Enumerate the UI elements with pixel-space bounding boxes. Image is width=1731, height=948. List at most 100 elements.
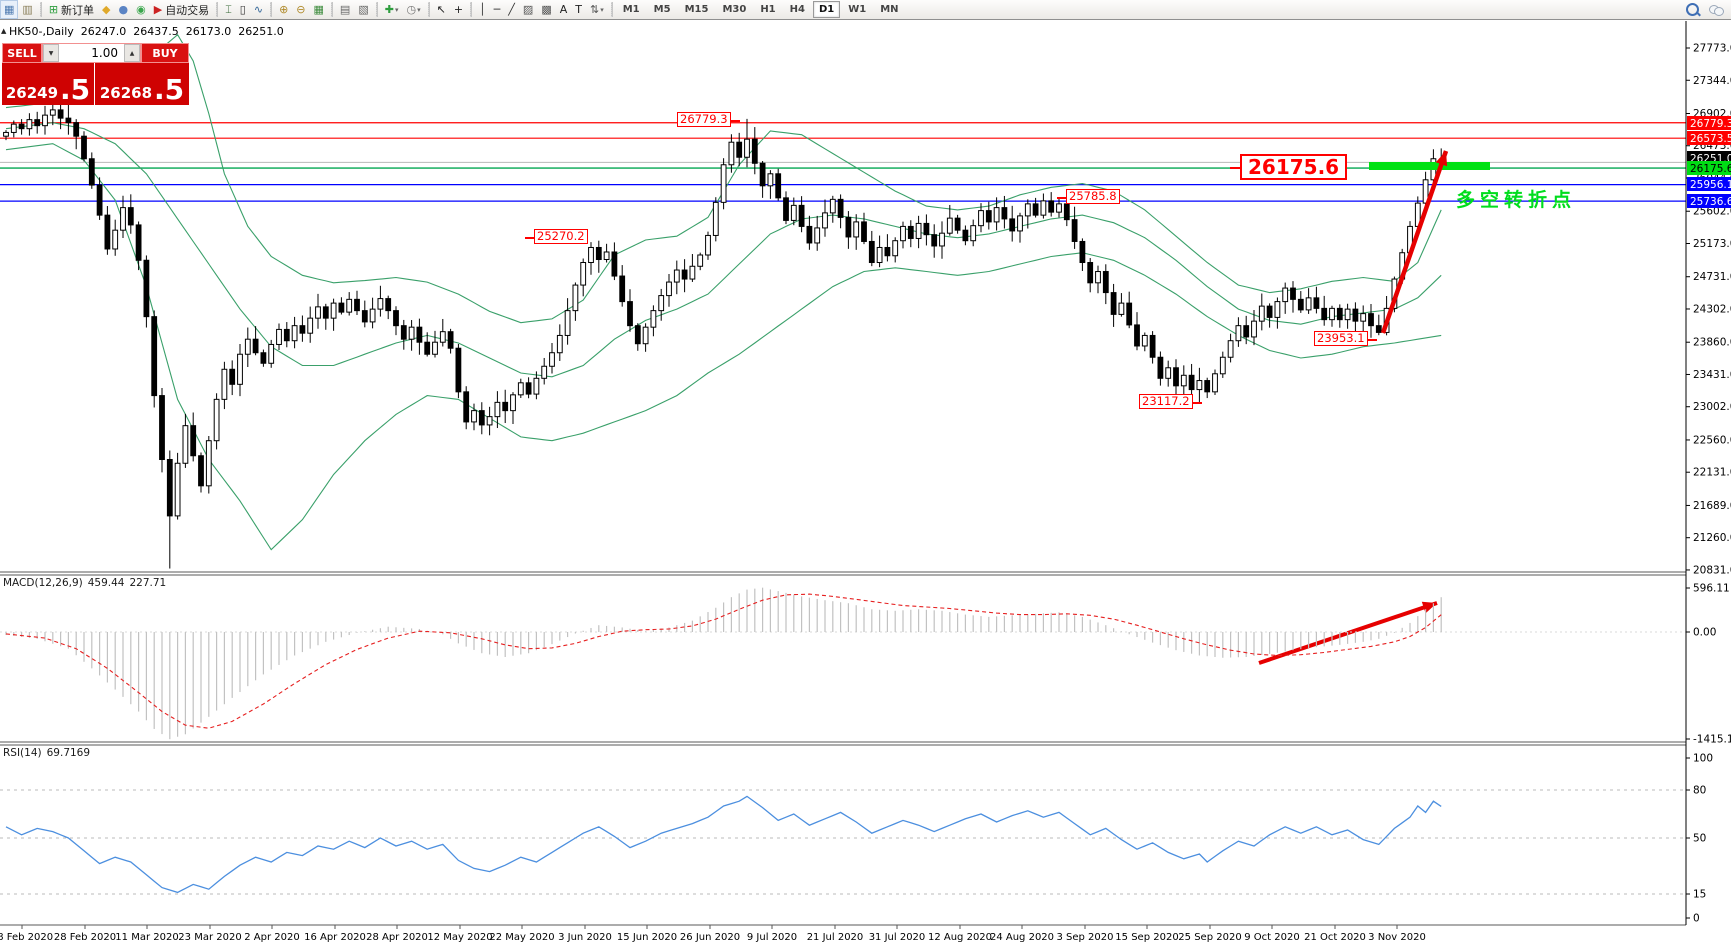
trend-arrow-main[interactable] [1380,150,1449,334]
arrow-head [1435,151,1448,167]
price-callout-label[interactable]: 23117.2 [1139,394,1202,409]
ohlc-close: 26251.0 [238,25,284,38]
line-chart-icon: ∿ [253,3,264,16]
price-callout-label[interactable]: 25785.8 [1057,189,1120,204]
rsi-tick-label: 80 [1693,785,1706,797]
candle-up [767,173,774,187]
timeframe-mn-button[interactable]: MN [880,4,899,15]
autotrade-button[interactable]: ▶ 自动交易 [150,0,213,19]
sticker-button[interactable]: ◆ [98,0,114,19]
trendline-button[interactable]: ╱ [504,0,519,19]
hline-button[interactable]: ─ [490,0,505,19]
crosshair-button[interactable]: + [450,0,467,19]
candle-down [1087,262,1094,284]
buy-button[interactable]: BUY [141,43,189,63]
price-callout-label[interactable]: 23953.1 [1314,331,1377,346]
community-button[interactable]: ● [115,0,133,19]
price-callout-label[interactable]: 25270.2 [525,229,588,244]
timeframe-d1-button[interactable]: D1 [812,1,841,18]
vline-button[interactable]: │ [475,0,490,19]
timeframe-w1-button[interactable]: W1 [848,4,867,15]
arrows-tool-button[interactable]: ⇅ ▾ [586,0,608,19]
auto-scroll-button[interactable]: ▤ [336,0,354,19]
price-callout-26175[interactable]: 26175.6 [1230,154,1348,180]
sell-button[interactable]: SELL [2,43,42,63]
timeframe-m5-button[interactable]: M5 [653,4,671,15]
chart-shift-button[interactable]: ▧ [354,0,372,19]
timeframe-m15-button[interactable]: M15 [684,4,709,15]
candle-down [1375,325,1382,333]
line-chart-button[interactable]: ∿ [250,0,267,19]
chart-title: HK50-,Daily 26247.0 26437.5 26173.0 26251.0 [9,25,291,38]
candle-down [96,184,103,216]
timeframe-h1-button[interactable]: H1 [760,4,776,15]
equidistant-channel-button[interactable]: ▨ [519,0,537,19]
candle-up [1212,373,1218,393]
new-chart-button[interactable]: ▦ [0,0,19,19]
chat-icon[interactable] [1709,4,1724,16]
period-button[interactable]: ◷ ▾ [402,0,424,19]
cursor-button[interactable]: ↖ [433,0,450,19]
candle-up [26,119,33,130]
candle-down [81,135,87,160]
candle-down [18,123,25,130]
candle-down [400,325,407,340]
new-order-button[interactable]: ⊞ 新订单 [45,0,98,19]
candle-down [1313,297,1320,309]
candle-down [260,352,267,364]
candle-down [1352,308,1359,322]
timeframe-m1-button[interactable]: M1 [622,4,640,15]
candle-up [205,440,212,487]
volume-decrease-button[interactable]: ▼ [43,44,59,62]
chart-profiles-button[interactable]: ▥ [18,0,36,19]
candle-up [939,232,945,247]
volume-input[interactable]: 1.00 [91,46,118,60]
candlestick-chart-button[interactable]: ▯ [236,0,250,19]
candle-up [549,352,555,367]
timeframe-h4-button[interactable]: H4 [789,4,805,15]
bid-price[interactable]: 26249.5 [2,63,95,105]
price-axis[interactable]: 27773.027344.026902.026473.026044.025602… [1686,43,1731,925]
rsi-tick-label: 50 [1693,833,1706,845]
ask-price[interactable]: 26268.5 [99,73,185,106]
text-button[interactable]: A [556,0,572,19]
toolbar: ▦ ▥ ⊞ 新订单 ◆ ● ◉ ▶ 自动交易 ⌶ ▯ ∿ ⊕ ⊖ ▦ ▤ ▧ ✚ ▾ ◷ ▾ ↖ + │ ─ ╱ ▨ ▩ A T ⇅ ▾ M1 M… [0,0,1731,20]
zoom-in-button[interactable]: ⊕ [275,0,292,19]
price-tick-label: 25602.0 [1693,206,1731,218]
candle-up [439,331,446,343]
candlesticks [3,97,1445,569]
search-icon[interactable] [1686,3,1699,16]
macd-tick-label: -1415.19 [1693,734,1731,746]
bar-chart-icon: ⌶ [225,3,232,16]
fibonacci-button[interactable]: ▩ [537,0,555,19]
volume-increase-button[interactable]: ▲ [124,44,140,62]
collapse-arrow-icon[interactable]: ▲ [1,27,7,35]
turning-point-annotation[interactable]: 多空转折点 [1456,189,1577,211]
candle-up [790,204,797,221]
macd-tick-label: 596.11 [1693,583,1730,595]
zoom-out-button[interactable]: ⊖ [292,0,309,19]
candle-up [533,377,540,395]
signal-button[interactable]: ◉ [132,0,150,19]
candle-down [806,225,813,244]
candle-up [307,317,314,334]
candle-down [416,326,423,343]
candle-up [658,295,665,312]
bar-chart-button[interactable]: ⌶ [221,0,236,19]
candle-down [884,246,891,257]
add-indicator-button[interactable]: ✚ ▾ [381,0,403,19]
candle-down [361,310,368,323]
tile-windows-button[interactable]: ▦ [310,0,328,19]
text-label-button[interactable]: T [571,0,586,19]
candle-down [34,119,41,127]
timeframe-m30-button[interactable]: M30 [722,4,747,15]
candle-up [237,353,243,385]
badge-text: 26573.5 [1690,133,1731,145]
candle-down [861,221,867,242]
candle-up [213,398,220,442]
candle-down [1149,334,1156,358]
price-callout-label[interactable]: 26779.3 [677,112,740,127]
candle-up [853,221,860,238]
